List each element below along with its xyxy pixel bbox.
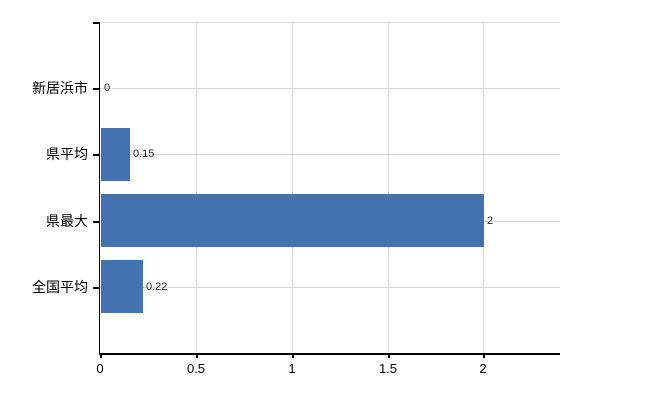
- category-label: 新居浜市: [32, 80, 88, 96]
- x-axis-tick: [196, 353, 198, 358]
- x-axis-tick: [483, 353, 485, 358]
- x-axis-line: [98, 353, 560, 355]
- category-label: 県平均: [46, 146, 88, 162]
- category-label: 県最大: [46, 213, 88, 229]
- x-gridline: [196, 22, 197, 353]
- x-axis-tick: [100, 353, 102, 358]
- y-gridline: [100, 154, 560, 155]
- category-label: 全国平均: [32, 279, 88, 295]
- x-axis-tick: [292, 353, 294, 358]
- bar-value-label: 0.22: [146, 281, 168, 293]
- bar-value-label: 0.15: [133, 148, 155, 160]
- y-axis-tick: [93, 154, 99, 156]
- bar-1: [101, 128, 130, 181]
- x-gridline: [292, 22, 293, 353]
- bar-2: [101, 194, 484, 247]
- y-gridline: [100, 287, 560, 288]
- y-axis-tick: [93, 88, 99, 90]
- y-gridline: [100, 88, 560, 89]
- plot-top-border: [100, 22, 560, 23]
- x-gridline: [388, 22, 389, 353]
- x-axis-tick: [388, 353, 390, 358]
- x-tick-label: 0: [96, 361, 104, 376]
- y-axis-tick: [93, 287, 99, 289]
- x-tick-label: 0.5: [186, 361, 206, 376]
- y-axis-line: [98, 21, 100, 355]
- x-tick-label: 1: [288, 361, 296, 376]
- x-tick-label: 2: [479, 361, 487, 376]
- y-axis-top-tick: [93, 22, 99, 24]
- bar-value-label: 0: [104, 82, 111, 94]
- x-gridline: [483, 22, 484, 353]
- bar-value-label: 2: [487, 215, 494, 227]
- y-axis-tick: [93, 221, 99, 223]
- bar-3: [101, 260, 143, 313]
- x-tick-label: 1.5: [378, 361, 398, 376]
